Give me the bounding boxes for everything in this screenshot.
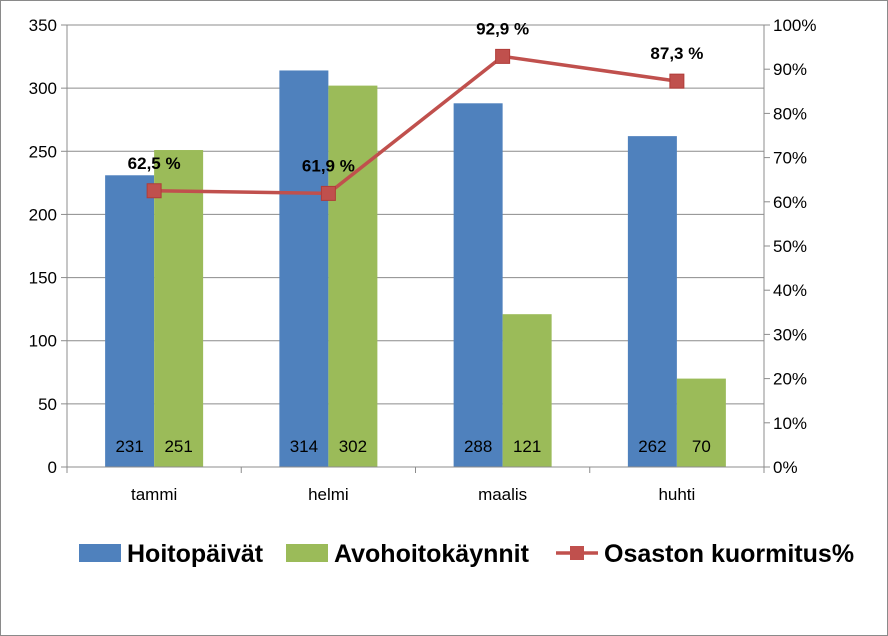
- right-tick-label: 20%: [773, 370, 807, 389]
- left-tick-label: 100: [29, 332, 57, 351]
- right-tick-label: 70%: [773, 149, 807, 168]
- left-tick-label: 350: [29, 16, 57, 35]
- right-tick-label: 40%: [773, 281, 807, 300]
- bar-value-label: 288: [464, 437, 492, 456]
- bars: [105, 70, 726, 468]
- x-tick-label: maalis: [478, 485, 527, 504]
- left-tick-label: 150: [29, 269, 57, 288]
- bar-value-label: 70: [692, 437, 711, 456]
- right-tick-label: 90%: [773, 60, 807, 79]
- left-tick-label: 50: [38, 395, 57, 414]
- x-tick-label: tammi: [131, 485, 177, 504]
- line-value-label: 92,9 %: [476, 19, 529, 38]
- x-tick-label: huhti: [658, 485, 695, 504]
- right-tick-label: 10%: [773, 414, 807, 433]
- right-tick-label: 80%: [773, 104, 807, 123]
- legend-label: Avohoitokäynnit: [334, 540, 530, 568]
- line-value-label: 61,9 %: [302, 156, 355, 175]
- left-tick-label: 0: [48, 458, 57, 477]
- line-marker: [320, 185, 336, 201]
- bar-value-label: 121: [513, 437, 541, 456]
- line-value-label: 87,3 %: [650, 44, 703, 63]
- bar: [453, 103, 503, 467]
- left-tick-label: 250: [29, 142, 57, 161]
- data-labels: 231 314 288 262 251 302 121 70 62,5 % 61,9 % 92,9 …: [115, 19, 710, 456]
- legend-label: Osaston kuormitus%: [604, 540, 854, 568]
- line-marker: [495, 48, 511, 64]
- bar: [502, 314, 552, 467]
- legend-marker: [570, 546, 584, 560]
- left-tick-label: 300: [29, 79, 57, 98]
- bar: [627, 136, 677, 468]
- bar: [676, 378, 726, 467]
- right-tick-label: 100%: [773, 16, 816, 35]
- bar: [328, 85, 378, 468]
- bar-value-label: 302: [339, 437, 367, 456]
- axes: 0 50 100 150 200 250 300 350 0% 10% 20% 30% 40% 50% 60…: [29, 16, 817, 504]
- bar-value-label: 231: [115, 437, 143, 456]
- line-value-label: 62,5 %: [128, 154, 181, 173]
- legend-label: Hoitopäivät: [127, 540, 264, 568]
- legend: Hoitopäivät Avohoitokäynnit Osaston kuormi…: [79, 540, 854, 568]
- line-path: [154, 54, 678, 196]
- legend-swatch: [79, 544, 121, 562]
- right-tick-label: 60%: [773, 193, 807, 212]
- right-tick-label: 50%: [773, 237, 807, 256]
- left-tick-label: 200: [29, 205, 57, 224]
- x-tick-label: helmi: [308, 485, 349, 504]
- bar-value-label: 314: [290, 437, 318, 456]
- bar: [105, 175, 155, 467]
- bar-value-label: 262: [638, 437, 666, 456]
- line-marker: [146, 183, 162, 199]
- right-tick-label: 30%: [773, 325, 807, 344]
- line-marker: [669, 73, 685, 89]
- bar: [279, 70, 329, 467]
- line-series: [146, 48, 685, 201]
- right-tick-label: 0%: [773, 458, 798, 477]
- bar: [154, 150, 204, 467]
- legend-swatch: [286, 544, 328, 562]
- bar-value-label: 251: [164, 437, 192, 456]
